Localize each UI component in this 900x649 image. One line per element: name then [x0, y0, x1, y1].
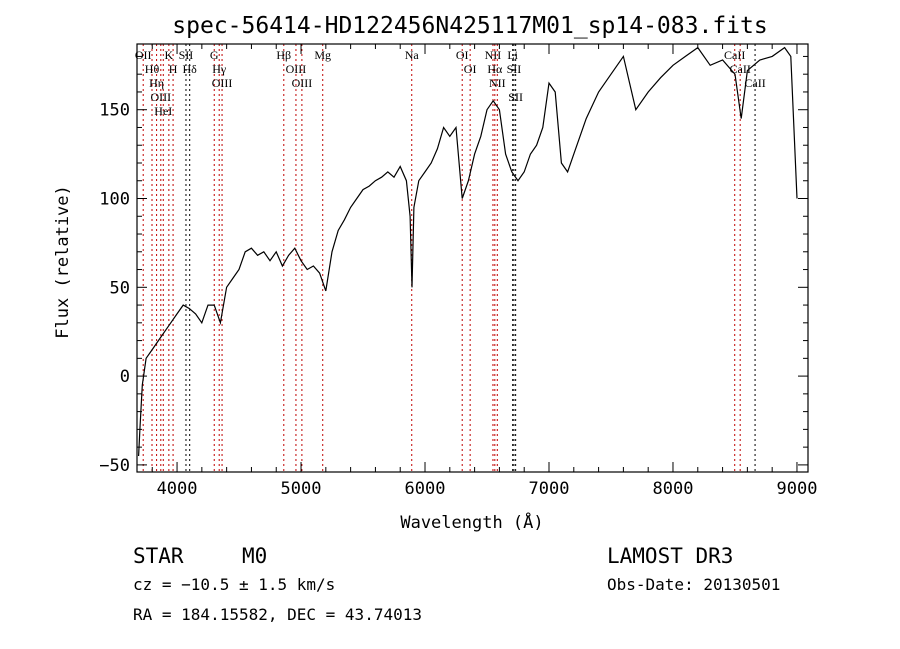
spectral-line-label: OI: [456, 48, 469, 62]
y-tick-label: 50: [110, 278, 130, 298]
spectral-line-label: Hβ: [276, 48, 291, 62]
spectral-line-label: OIII: [150, 90, 171, 104]
spectral-line-label: Hα: [487, 62, 503, 76]
y-axis-label: Flux (relative): [53, 185, 73, 339]
spectral-line-label: HeI: [154, 104, 172, 118]
spectral-line-label: CaII: [724, 48, 745, 62]
y-tick-label: 150: [99, 101, 130, 121]
spectral-line-label: SII: [179, 48, 194, 62]
spectral-lines: [142, 44, 756, 472]
survey-name: LAMOST DR3: [607, 544, 733, 568]
y-tick-label: 0: [120, 367, 130, 387]
x-tick-label: 6000: [405, 479, 446, 499]
spectral-line-label: NII: [485, 48, 502, 62]
obs-date: Obs-Date: 20130501: [607, 575, 780, 594]
object-class: STAR: [133, 544, 184, 568]
spectral-line-labels: OIIHθHηOIIIHeIKHSIIHδGHγOIIIHβOIIIOIIIMg…: [135, 48, 766, 118]
spectral-line-label: OIII: [212, 76, 233, 90]
spectral-line-label: OIII: [292, 76, 313, 90]
spectral-line-label: Li: [507, 48, 518, 62]
spectral-line-label: Na: [405, 48, 420, 62]
y-tick-label: −50: [99, 456, 130, 476]
x-tick-label: 4000: [157, 479, 198, 499]
spectral-line-label: NII: [489, 76, 506, 90]
spectrum-line: [138, 46, 798, 457]
x-tick-label: 7000: [529, 479, 570, 499]
y-tick-label: 100: [99, 190, 130, 210]
spectral-line-label: OII: [135, 48, 152, 62]
x-tick-label: 5000: [281, 479, 322, 499]
plot-frame: [136, 43, 809, 473]
spectral-line-label: Mg: [314, 48, 331, 62]
x-axis-label: Wavelength (Å): [400, 511, 543, 533]
spectral-line-label: OIII: [286, 62, 307, 76]
spectral-line-label: CaII: [744, 76, 765, 90]
spectral-line-label: Hγ: [212, 62, 227, 76]
spectral-line-label: SII: [507, 62, 522, 76]
spectral-line-label: OI: [464, 62, 477, 76]
spectral-line-label: Hη: [149, 76, 164, 90]
ra-dec: RA = 184.15582, DEC = 43.74013: [133, 605, 422, 624]
x-tick-label: 8000: [653, 479, 694, 499]
redshift-cz: cz = −10.5 ± 1.5 km/s: [133, 575, 335, 594]
x-tick-label: 9000: [776, 479, 817, 499]
spectral-line-label: Hθ: [145, 62, 160, 76]
spectral-line-label: SII: [508, 90, 523, 104]
spectral-line-label: H: [169, 62, 178, 76]
chart-title: spec-56414-HD122456N425117M01_sp14-083.f…: [172, 13, 767, 39]
axis-ticks: 4000 5000 6000 7000 8000 9000 −50 0 50 100 150: [99, 44, 817, 499]
spectral-line-label: G: [210, 48, 219, 62]
spectral-line-label: Hδ: [183, 62, 198, 76]
object-subclass: M0: [242, 544, 267, 568]
spectral-line-label: K: [165, 48, 174, 62]
spectral-line-label: CaII: [730, 62, 751, 76]
